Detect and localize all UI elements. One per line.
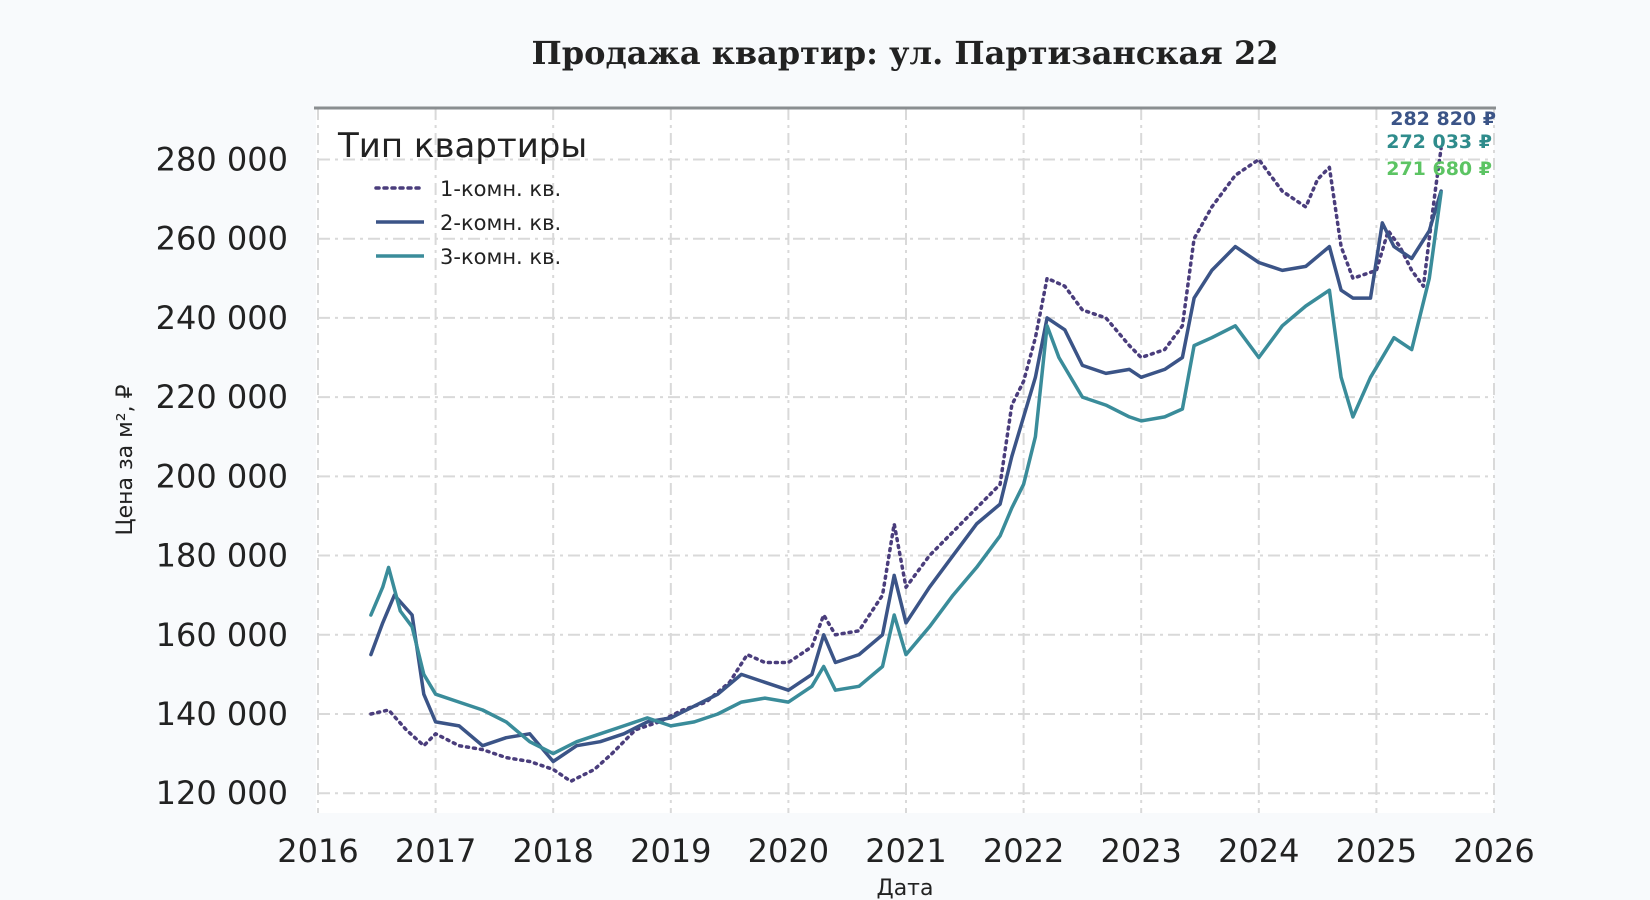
y-tick-label-0: 120 000 — [156, 774, 288, 812]
x-tick-label-0: 2016 — [277, 832, 358, 870]
x-tick-label-3: 2019 — [630, 832, 711, 870]
y-tick-label-7: 260 000 — [156, 220, 288, 258]
end-value-labels: 282 820 ₽ 272 033 ₽ 271 680 ₽ — [1386, 108, 1496, 180]
legend: Тип квартиры 1-комн. кв. 2-комн. кв. 3-к… — [337, 126, 587, 269]
x-tick-label-4: 2020 — [748, 832, 829, 870]
end-label-1: 282 820 ₽ — [1390, 108, 1496, 130]
x-tick-label-9: 2025 — [1336, 832, 1417, 870]
x-tick-label-2: 2018 — [512, 832, 593, 870]
x-tick-label-5: 2021 — [865, 832, 946, 870]
y-tick-label-4: 200 000 — [156, 457, 288, 495]
series-lines — [369, 146, 1443, 784]
y-axis-label: Цена за м², ₽ — [113, 384, 138, 535]
x-tick-label-10: 2026 — [1453, 832, 1534, 870]
x-tick-label-6: 2022 — [983, 832, 1064, 870]
legend-label-2room: 2-комн. кв. — [440, 211, 561, 235]
legend-label-3room: 3-комн. кв. — [440, 245, 561, 269]
y-tick-label-5: 220 000 — [156, 378, 288, 416]
end-label-3: 271 680 ₽ — [1386, 158, 1492, 180]
y-tick-label-2: 160 000 — [156, 616, 288, 654]
chart-title: Продажа квартир: ул. Партизанская 22 — [532, 34, 1279, 72]
x-tick-label-8: 2024 — [1218, 832, 1299, 870]
y-axis-ticks: 120 000 140 000 160 000 180 000 200 000 220 0… — [156, 140, 288, 812]
x-tick-label-7: 2023 — [1100, 832, 1181, 870]
series-line-1 — [369, 146, 1443, 784]
y-tick-label-8: 280 000 — [156, 140, 288, 178]
grid — [317, 108, 1495, 813]
x-axis-ticks: 2016 2017 2018 2019 2020 2021 2022 2023 2024 2025… — [277, 832, 1534, 870]
series-line-3 — [369, 190, 1443, 756]
x-axis-label: Дата — [877, 876, 934, 900]
y-tick-label-1: 140 000 — [156, 695, 288, 733]
legend-title: Тип квартиры — [337, 126, 587, 166]
x-tick-label-1: 2017 — [395, 832, 476, 870]
y-tick-label-6: 240 000 — [156, 299, 288, 337]
legend-label-1room: 1-комн. кв. — [440, 177, 561, 201]
end-label-2: 272 033 ₽ — [1386, 131, 1492, 153]
y-tick-label-3: 180 000 — [156, 537, 288, 575]
